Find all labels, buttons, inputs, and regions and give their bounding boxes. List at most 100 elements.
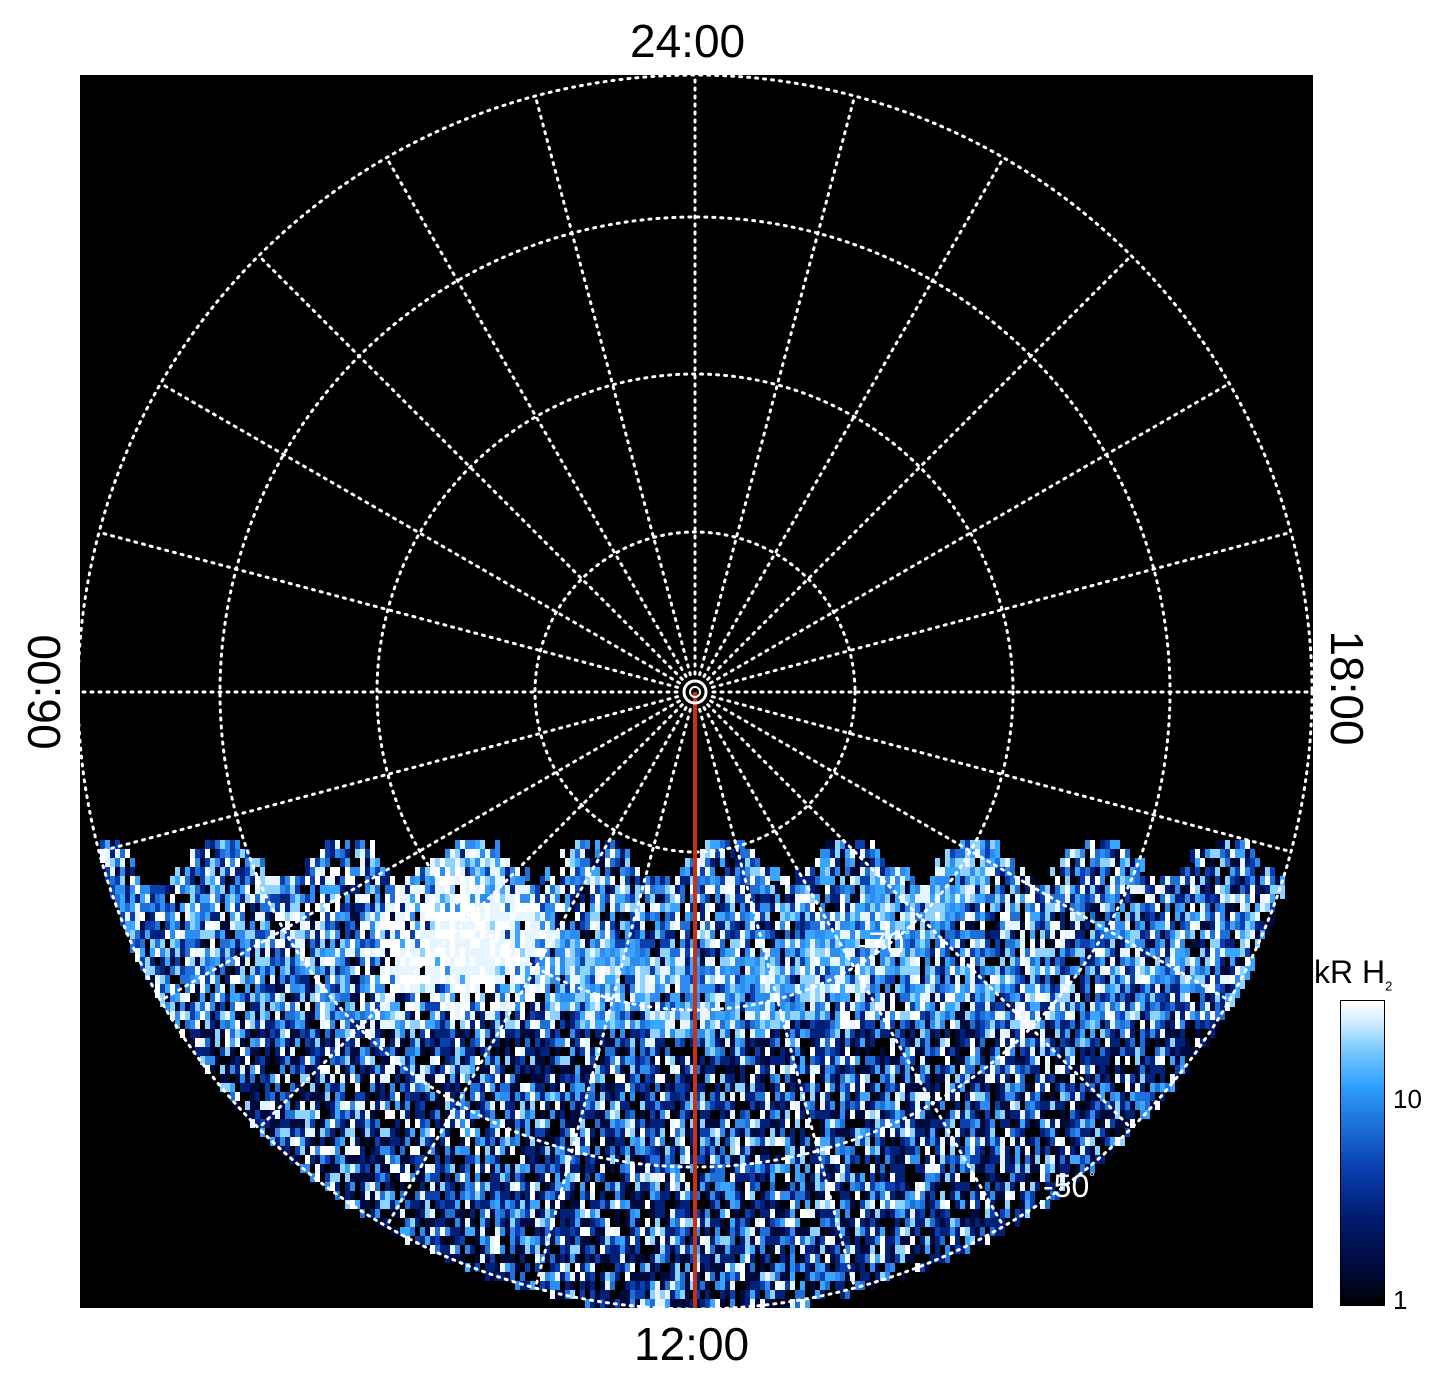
emission-pixel [745, 1254, 750, 1263]
emission-pixel [735, 858, 740, 872]
emission-pixel [545, 903, 550, 917]
emission-pixel [145, 885, 150, 899]
emission-pixel [475, 840, 480, 854]
emission-pixel [350, 876, 355, 890]
emission-pixel [665, 1128, 670, 1137]
emission-pixel [680, 1011, 685, 1020]
emission-pixel [580, 840, 585, 854]
emission-pixel [490, 975, 495, 989]
emission-pixel [380, 1191, 385, 1200]
emission-pixel [375, 1074, 380, 1083]
emission-pixel [475, 1263, 480, 1272]
emission-pixel [365, 966, 370, 980]
emission-pixel [360, 1056, 365, 1065]
emission-pixel [160, 948, 165, 962]
emission-pixel [395, 1110, 400, 1119]
emission-pixel [700, 1272, 705, 1281]
emission-pixel [175, 957, 180, 971]
emission-pixel [675, 1173, 680, 1182]
emission-pixel [290, 876, 295, 890]
emission-pixel [710, 1245, 715, 1254]
emission-pixel [400, 1002, 405, 1011]
emission-pixel [550, 1209, 555, 1218]
emission-pixel [400, 1155, 405, 1164]
emission-pixel [220, 1020, 225, 1029]
emission-pixel [270, 1092, 275, 1101]
emission-pixel [410, 1038, 415, 1047]
emission-pixel [210, 957, 215, 971]
emission-pixel [570, 948, 575, 962]
emission-pixel [715, 1056, 720, 1065]
emission-pixel [730, 957, 735, 971]
emission-pixel [710, 1236, 715, 1245]
emission-pixel [325, 1029, 330, 1038]
emission-pixel [730, 1011, 735, 1020]
emission-pixel [540, 1011, 545, 1020]
emission-pixel [235, 966, 240, 980]
emission-pixel [490, 1092, 495, 1101]
emission-pixel [655, 894, 660, 908]
emission-pixel [150, 921, 155, 935]
emission-pixel [290, 1047, 295, 1056]
emission-pixel [600, 1128, 605, 1137]
emission-pixel [215, 885, 220, 899]
emission-pixel [340, 1092, 345, 1101]
emission-pixel [630, 858, 635, 872]
emission-pixel [685, 1083, 690, 1092]
emission-pixel [215, 894, 220, 908]
emission-pixel [600, 1020, 605, 1029]
emission-pixel [640, 1092, 645, 1101]
emission-pixel [235, 1092, 240, 1101]
emission-pixel [190, 912, 195, 926]
emission-pixel [395, 957, 400, 971]
emission-pixel [555, 1254, 560, 1263]
emission-pixel [325, 939, 330, 953]
emission-pixel [700, 1002, 705, 1011]
emission-pixel [700, 1290, 705, 1299]
emission-pixel [255, 1065, 260, 1074]
emission-pixel [645, 876, 650, 890]
emission-pixel [445, 1182, 450, 1191]
emission-pixel [735, 1290, 740, 1299]
emission-pixel [540, 1047, 545, 1056]
emission-pixel [620, 1092, 625, 1101]
emission-pixel [680, 1056, 685, 1065]
emission-pixel [740, 1290, 745, 1299]
emission-pixel [185, 885, 190, 899]
emission-pixel [385, 939, 390, 953]
emission-pixel [715, 1164, 720, 1173]
emission-pixel [420, 1056, 425, 1065]
emission-pixel [610, 975, 615, 989]
emission-pixel [430, 867, 435, 881]
emission-pixel [555, 1236, 560, 1245]
emission-pixel [290, 1083, 295, 1092]
emission-pixel [385, 1074, 390, 1083]
emission-pixel [360, 1155, 365, 1164]
emission-pixel [500, 903, 505, 917]
emission-pixel [360, 912, 365, 926]
emission-pixel [300, 1155, 305, 1164]
emission-pixel [520, 1128, 525, 1137]
emission-pixel [500, 1254, 505, 1263]
emission-pixel [180, 1011, 185, 1020]
emission-pixel [670, 1137, 675, 1146]
emission-pixel [480, 1038, 485, 1047]
emission-pixel [560, 930, 565, 944]
emission-pixel [620, 1272, 625, 1281]
emission-pixel [355, 1164, 360, 1173]
emission-pixel [415, 885, 420, 899]
emission-pixel [460, 948, 465, 962]
emission-pixel [245, 930, 250, 944]
emission-pixel [275, 1137, 280, 1146]
emission-pixel [735, 885, 740, 899]
emission-pixel [475, 1191, 480, 1200]
emission-pixel [620, 1002, 625, 1011]
emission-pixel [360, 1038, 365, 1047]
emission-pixel [340, 867, 345, 881]
emission-pixel [725, 876, 730, 890]
emission-pixel [550, 1020, 555, 1029]
emission-pixel [555, 912, 560, 926]
emission-pixel [425, 1038, 430, 1047]
emission-pixel [745, 1092, 750, 1101]
emission-pixel [460, 1101, 465, 1110]
